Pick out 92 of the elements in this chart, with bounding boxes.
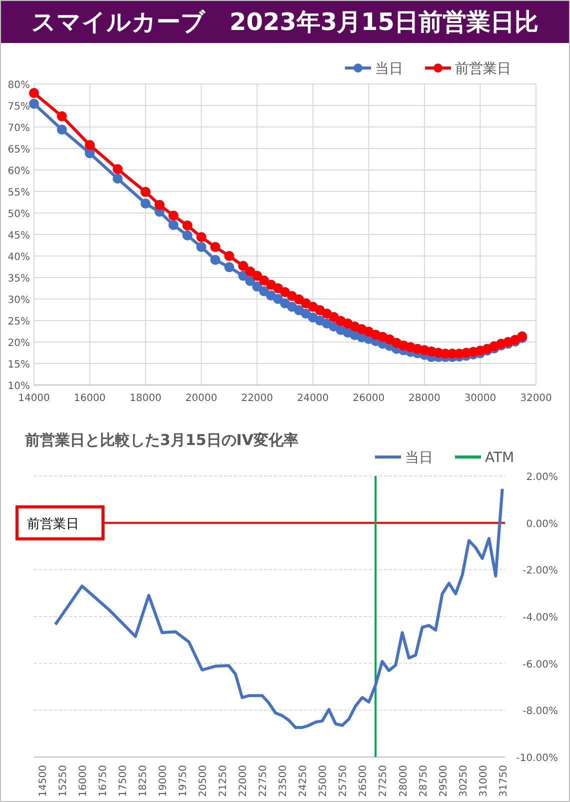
point: [245, 266, 256, 276]
legend-label: 当日: [405, 450, 433, 466]
x-tick-label: 28000: [408, 393, 440, 404]
point: [182, 230, 192, 240]
y2-tick-label: 0.00%: [526, 518, 558, 530]
x-tick-label: 32000: [520, 393, 552, 404]
y-tick-label: 60%: [8, 166, 30, 177]
x-tick-label: 25000: [318, 765, 330, 797]
chart-title: 前営業日と比較した3月15日のIV変化率: [24, 431, 299, 449]
point: [224, 262, 234, 272]
y-tick-label: 30%: [8, 295, 30, 306]
y-tick-label: 65%: [8, 144, 30, 156]
y-tick-label: 15%: [8, 360, 30, 370]
y-tick-label: 20%: [8, 338, 30, 349]
x-tick-label: 22750: [258, 765, 270, 797]
x-tick-label: 16000: [78, 765, 90, 797]
x-tick-label: 22000: [238, 765, 250, 797]
point: [84, 148, 95, 158]
x-tick-label: 18250: [138, 765, 150, 797]
point: [56, 111, 67, 122]
legend-label: ATM: [485, 450, 514, 466]
point: [182, 220, 192, 230]
point: [112, 174, 123, 184]
y-tick-label: 25%: [8, 316, 30, 328]
point: [238, 260, 248, 271]
y-tick-label: 35%: [8, 274, 30, 284]
chart-title: スマイルカーブ 2023年3月15日前営業日比: [32, 8, 538, 36]
point: [259, 276, 270, 286]
point: [29, 88, 39, 98]
x-tick-label: 26500: [358, 765, 370, 797]
y2-tick-label: -8.00%: [522, 706, 558, 718]
point: [112, 164, 123, 174]
y2-tick-label: -10.00%: [516, 753, 558, 764]
x-tick-label: 24000: [296, 393, 329, 404]
point: [84, 140, 95, 150]
x-tick-label: 18000: [130, 393, 162, 404]
point: [328, 312, 339, 322]
point: [29, 98, 39, 109]
x-tick-label: 24250: [298, 765, 310, 797]
y-tick-label: 50%: [8, 209, 30, 220]
point: [154, 200, 164, 210]
y2-tick-label: -4.00%: [522, 612, 558, 624]
legend-label: 当日: [375, 61, 403, 77]
y-tick-label: 55%: [8, 188, 30, 198]
x-tick-label: 15250: [58, 765, 70, 797]
point: [210, 242, 220, 252]
x-tick-label: 31000: [478, 765, 490, 797]
point: [252, 282, 262, 292]
x-tick-label: 16000: [74, 393, 106, 404]
x-tick-label: 26000: [352, 393, 385, 404]
y-tick-label: 80%: [8, 80, 30, 91]
point: [252, 270, 262, 281]
x-tick-label: 28000: [398, 765, 410, 797]
y2-tick-label: -6.00%: [522, 659, 558, 670]
x-tick-label: 19000: [158, 765, 170, 797]
point: [140, 198, 151, 209]
line-series: [54, 487, 504, 729]
x-tick-label: 29500: [438, 765, 450, 797]
point: [56, 124, 67, 135]
x-tick-label: 22000: [241, 393, 274, 404]
x-tick-label: 20500: [198, 765, 210, 797]
y2-tick-label: -2.00%: [522, 566, 558, 577]
x-tick-label: 14500: [38, 765, 50, 797]
x-tick-label: 25750: [338, 765, 350, 797]
x-tick-label: 20000: [185, 393, 218, 404]
x-tick-label: 23500: [278, 765, 290, 797]
point: [210, 254, 220, 265]
x-tick-label: 16750: [98, 765, 110, 797]
point: [140, 186, 151, 197]
y-tick-label: 75%: [8, 102, 30, 112]
y2-tick-label: 2.00%: [526, 472, 558, 483]
y-tick-label: 40%: [8, 252, 30, 263]
point: [224, 251, 234, 261]
x-tick-label: 21250: [218, 765, 230, 797]
y-tick-label: 45%: [8, 230, 30, 242]
x-tick-label: 30250: [458, 765, 470, 797]
x-tick-label: 31750: [498, 765, 510, 797]
x-tick-label: 19750: [178, 765, 190, 797]
x-tick-label: 27250: [378, 765, 390, 797]
point: [168, 220, 178, 230]
point: [196, 232, 206, 242]
x-tick-label: 28750: [418, 765, 430, 797]
point: [196, 242, 206, 252]
point: [273, 294, 284, 304]
y-tick-label: 10%: [8, 381, 30, 392]
y-tick-label: 70%: [8, 123, 30, 134]
legend-label: 前営業日: [455, 61, 511, 77]
point: [168, 210, 178, 221]
x-tick-label: 14000: [18, 393, 50, 404]
ref-line-label: 前営業日: [27, 516, 79, 532]
x-tick-label: 30000: [464, 393, 496, 404]
x-tick-label: 17500: [118, 765, 130, 797]
